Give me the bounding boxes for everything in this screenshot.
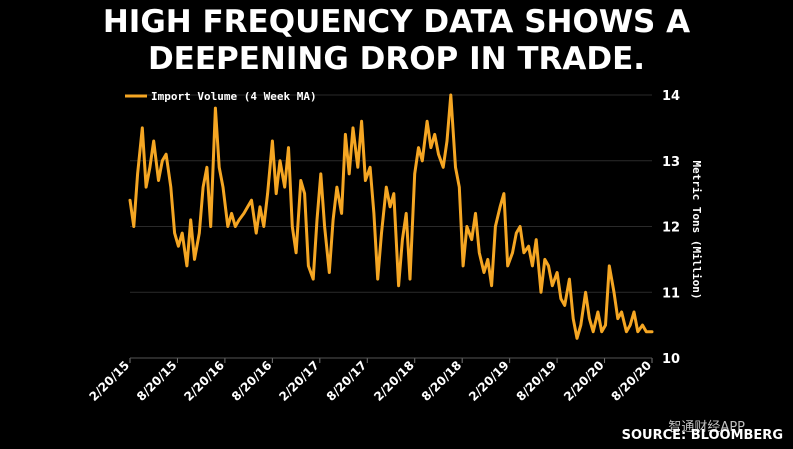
legend-label: Import Volume (4 Week MA) (151, 90, 317, 103)
x-tick-label: 8/20/16 (229, 358, 275, 404)
x-tick-label: 2/20/20 (561, 358, 607, 404)
x-tick-label: 2/20/18 (371, 358, 417, 404)
y-axis-label: Metric Tons (Million) (690, 160, 703, 299)
y-tick-label: 14 (662, 89, 680, 104)
x-tick-label: 2/20/17 (276, 358, 322, 404)
x-tick-label: 8/20/19 (514, 358, 560, 404)
x-tick-label: 8/20/15 (134, 358, 180, 404)
x-tick-label: 8/20/18 (419, 358, 465, 404)
title-line-2: DEEPENING DROP IN TRADE. (147, 41, 646, 77)
y-axis-ticks: 10 11 12 13 14 (662, 89, 680, 367)
x-axis-ticks: 2/20/15 8/20/15 2/20/16 8/20/16 2/20/17 8/20/… (87, 358, 655, 404)
y-tick-label: 13 (662, 155, 680, 170)
y-tick-label: 10 (662, 352, 680, 367)
series-line-import-volume (128, 93, 654, 340)
x-tick-label: 2/20/19 (466, 358, 512, 404)
y-tick-label: 11 (662, 286, 680, 301)
x-tick-label: 2/20/16 (181, 358, 227, 404)
x-tick-label: 8/20/20 (609, 358, 655, 404)
chart-title: HIGH FREQUENCY DATA SHOWS A DEEPENING DR… (0, 4, 793, 78)
x-tick-label: 2/20/15 (87, 358, 133, 404)
x-tick-label: 8/20/17 (324, 358, 370, 404)
title-line-1: HIGH FREQUENCY DATA SHOWS A (102, 4, 691, 40)
gridlines (130, 94, 652, 293)
watermark: 智通财经APP (668, 420, 745, 435)
source-label: SOURCE: BLOOMBERG (621, 428, 783, 443)
y-tick-label: 12 (662, 221, 680, 236)
legend: Import Volume (4 Week MA) (125, 90, 317, 103)
